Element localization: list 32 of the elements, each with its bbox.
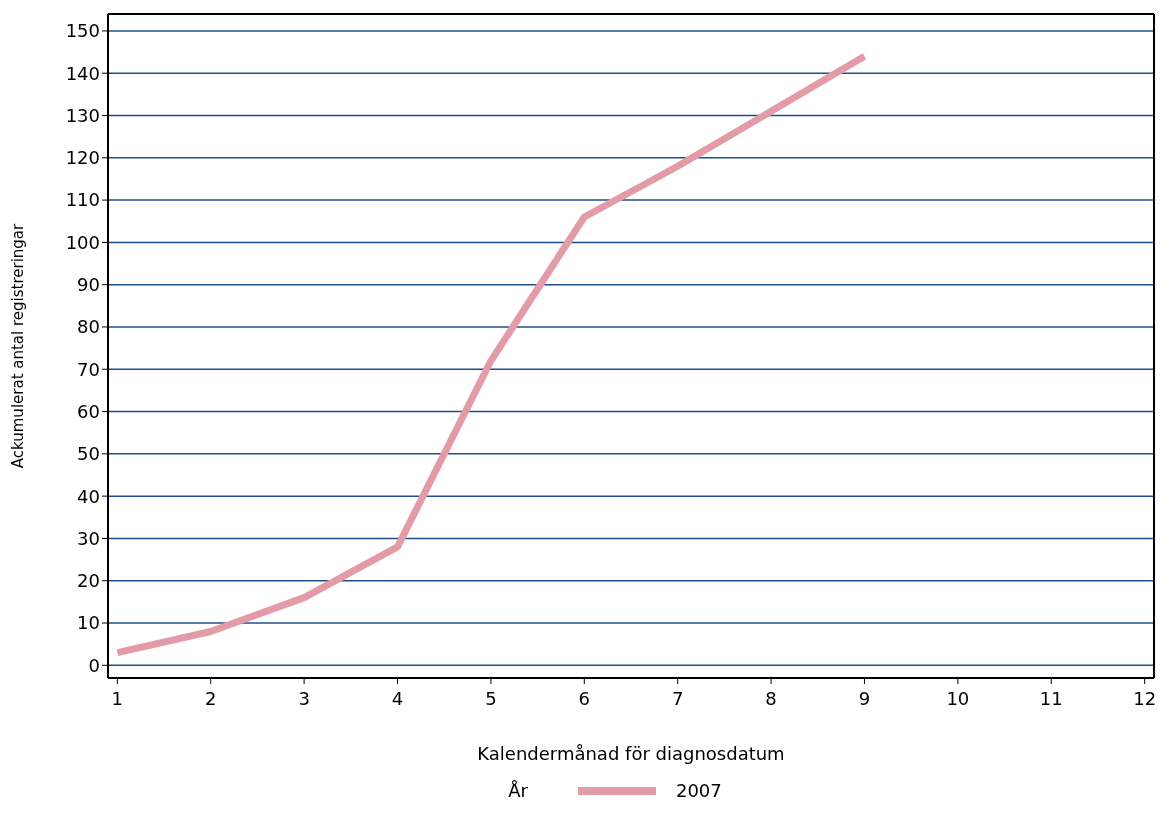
y-tick-label: 10: [77, 612, 100, 634]
y-tick-label: 140: [65, 62, 100, 84]
x-tick-label: 12: [1133, 687, 1157, 709]
y-tick-label: 80: [77, 316, 100, 338]
y-tick-label: 100: [65, 231, 100, 253]
x-tick-label: 11: [1039, 687, 1063, 709]
x-tick-label: 1: [111, 687, 124, 709]
legend-label: 2007: [675, 780, 722, 801]
y-tick-label: 20: [77, 570, 100, 592]
y-tick-label: 70: [77, 358, 100, 380]
y-tick-label: 150: [65, 20, 100, 42]
x-tick-label: 3: [298, 687, 310, 709]
y-tick-label: 30: [77, 527, 100, 549]
x-tick-label: 9: [858, 687, 871, 709]
x-axis-title: Kalendermånad för diagnosdatum: [477, 743, 785, 764]
x-tick-label: 6: [578, 687, 591, 709]
x-tick-label: 2: [205, 687, 217, 709]
y-tick-label: 90: [77, 274, 100, 296]
y-tick-label: 50: [77, 443, 100, 465]
y-tick-label: 120: [65, 147, 100, 169]
y-tick-label: 40: [77, 485, 100, 507]
x-tick-label: 8: [765, 687, 777, 709]
x-tick-label: 5: [485, 687, 497, 709]
legend-title: År: [508, 780, 528, 801]
y-tick-label: 130: [65, 104, 100, 126]
x-tick-label: 10: [946, 687, 970, 709]
y-tick-label: 0: [88, 654, 100, 676]
x-tick-label: 4: [391, 687, 404, 709]
x-tick-label: 7: [671, 687, 684, 709]
y-axis-title: Ackumulerat antal registreringar: [9, 222, 28, 469]
y-tick-label: 60: [77, 400, 100, 422]
y-tick-label: 110: [65, 189, 100, 211]
